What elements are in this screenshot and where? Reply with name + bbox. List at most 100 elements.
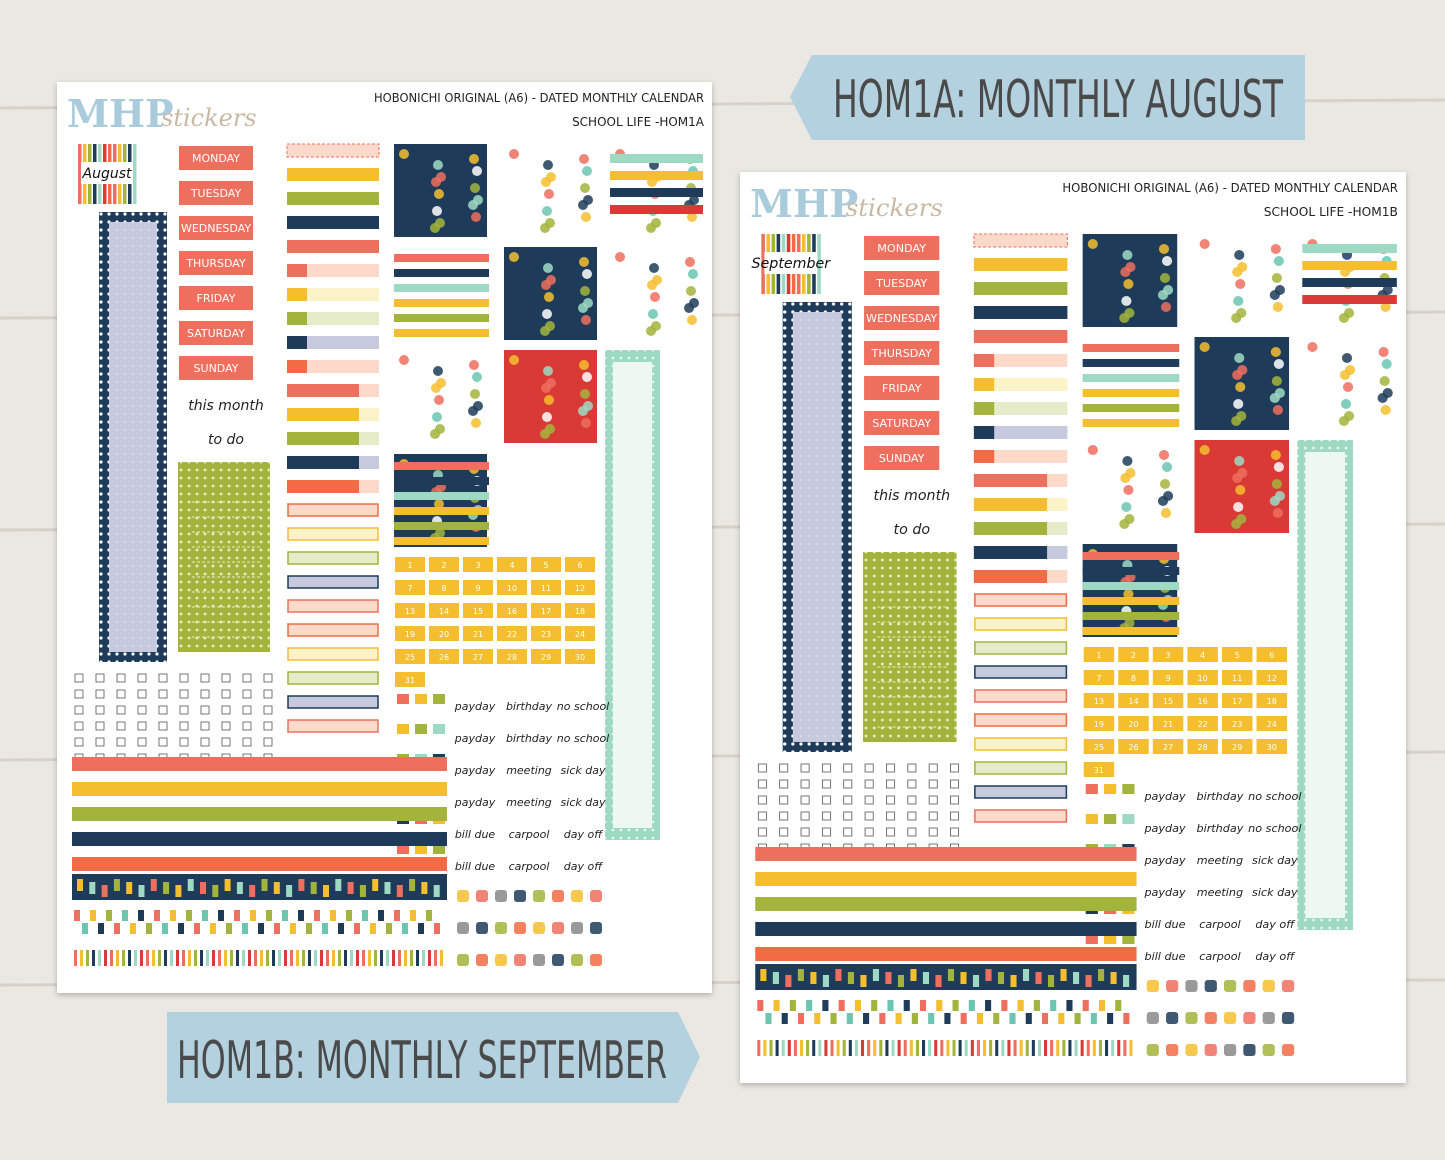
washi-pencil <box>164 950 167 966</box>
stripe-sticker <box>287 216 379 229</box>
day-name: MONDAY <box>192 152 240 165</box>
date-sticker <box>531 626 561 641</box>
checkbox <box>74 673 84 683</box>
mint-frame-inner <box>1305 452 1345 918</box>
scallop-stripe <box>610 154 703 163</box>
outline-sticker <box>974 713 1068 727</box>
washi-letter <box>1082 1000 1089 1011</box>
flag-sticker <box>397 724 409 734</box>
washi-letter <box>968 1000 975 1011</box>
outline-sticker <box>287 695 379 709</box>
pattern-dot <box>470 183 480 193</box>
washi-pencil <box>206 950 209 966</box>
date-sticker <box>565 649 595 664</box>
icon-sticker <box>495 922 507 934</box>
date-sticker <box>1221 739 1253 754</box>
washi-pencil <box>1031 1040 1035 1056</box>
scallop-stripe <box>1302 244 1397 253</box>
flag-sticker <box>1085 814 1098 824</box>
flag-sticker <box>1085 784 1098 794</box>
date-sticker <box>1221 670 1253 685</box>
checkbox <box>158 721 168 731</box>
label-word: sick day <box>1252 854 1298 867</box>
stripe-sticker <box>287 240 379 253</box>
wide-stripe <box>72 807 447 821</box>
outline-sticker <box>974 737 1068 751</box>
checkbox <box>221 705 231 715</box>
pencil <box>817 234 821 294</box>
sheet-subtitle: SCHOOL LIFE -HOM1A <box>572 115 705 129</box>
washi-pencil <box>989 1040 993 1056</box>
pattern-dot <box>1272 508 1283 518</box>
flag-sticker <box>433 724 445 734</box>
washi-letter <box>298 910 304 921</box>
pattern-dot <box>581 212 591 222</box>
day-sticker <box>864 306 940 330</box>
washi-pencil <box>404 950 407 966</box>
date-sticker <box>565 603 595 618</box>
washi-letter <box>1123 1013 1130 1024</box>
pattern-dot <box>544 292 554 302</box>
washi-pencil <box>272 950 275 966</box>
outline-sticker <box>974 809 1068 823</box>
date-number: 4 <box>509 561 514 570</box>
date-sticker <box>463 580 493 595</box>
date-number: 26 <box>1128 743 1138 752</box>
icon-sticker <box>495 890 507 902</box>
banner-text: HOM1A: MONTHLY AUGUST <box>833 70 1283 130</box>
washi-pencil <box>260 950 263 966</box>
washi-pencil <box>1080 1040 1084 1056</box>
checkbox <box>95 737 105 747</box>
checkbox <box>158 737 168 747</box>
checkbox <box>950 779 960 789</box>
date-number: 22 <box>507 630 517 639</box>
pattern-dot <box>543 263 553 273</box>
pattern-dot <box>580 389 590 399</box>
washi-number <box>224 879 231 891</box>
stripe-sticker <box>287 288 379 301</box>
stripe-sticker <box>287 336 379 349</box>
date-sticker <box>565 626 595 641</box>
washi-pencil <box>1025 1040 1029 1056</box>
wide-stripe <box>755 897 1137 911</box>
label-word: payday <box>454 796 496 809</box>
outline-sticker <box>974 785 1068 799</box>
pattern-dot <box>544 395 554 405</box>
date-number: 13 <box>405 607 415 616</box>
washi-letter <box>346 910 352 921</box>
washi-letter <box>1098 1000 1106 1011</box>
stripe-sticker-bar <box>287 384 359 397</box>
washi-number <box>1010 975 1017 987</box>
washi-pencil <box>428 950 431 966</box>
washi-pencil <box>374 950 377 966</box>
washi-pencil <box>278 950 281 966</box>
pattern-dot <box>648 309 658 319</box>
stripe-bar <box>1082 404 1180 412</box>
checkbox <box>757 763 767 773</box>
checkbox <box>263 673 273 683</box>
washi-letter <box>170 910 176 921</box>
washi-letter <box>138 910 144 921</box>
sheet-subtitle: SCHOOL LIFE -HOM1B <box>1264 205 1398 219</box>
pattern-dot <box>1160 508 1172 518</box>
icon-sticker <box>495 954 507 966</box>
banner-shape <box>790 55 1305 140</box>
pattern-dot <box>540 223 550 233</box>
icon-sticker <box>1185 1044 1198 1056</box>
washi-pencil <box>970 1040 974 1056</box>
checkbox <box>200 721 210 731</box>
date-number: 14 <box>439 607 449 616</box>
washi-number <box>1073 972 1080 984</box>
washi-number <box>822 975 829 987</box>
pattern-dot <box>1270 450 1281 460</box>
washi-pencil <box>242 950 245 966</box>
icon-sticker <box>1243 980 1256 992</box>
day-sticker <box>179 181 253 205</box>
pattern-dot <box>432 412 442 422</box>
washi-pencil <box>867 1040 871 1056</box>
date-sticker <box>565 580 595 595</box>
icon-sticker <box>1243 1044 1256 1056</box>
washi-letter <box>903 1000 910 1011</box>
icon-sticker <box>571 890 583 902</box>
washi-letter <box>1001 1000 1008 1011</box>
